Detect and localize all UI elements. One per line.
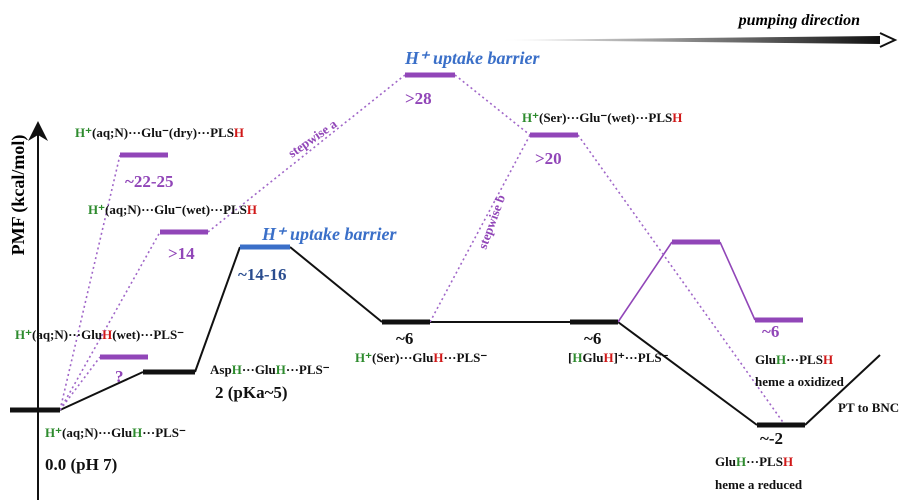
text-part: H <box>433 350 443 365</box>
text-part: H <box>823 352 833 367</box>
text-part: H <box>672 110 682 125</box>
text-part: H <box>102 327 112 342</box>
text-part: H⁺ <box>15 327 32 342</box>
text-part: Glu <box>715 454 736 469</box>
text-part: (aq;N)···Glu⁻(dry)···PLS <box>92 125 234 140</box>
text-part: H <box>234 125 244 140</box>
energy: >28 <box>405 89 432 108</box>
text-part: H⁺ <box>45 425 62 440</box>
text-part: Asp <box>210 362 232 377</box>
text-part: (Ser)···Glu⁻(wet)···PLS <box>539 110 672 125</box>
text-part: Glu <box>582 350 603 365</box>
text-part: ···PLS <box>746 454 783 469</box>
text-part: H <box>247 202 257 217</box>
text-part: ···PLS <box>786 352 823 367</box>
axis-label: PMF (kcal/mol) <box>8 135 29 256</box>
energy: ~-2 <box>760 429 783 448</box>
energy: >14 <box>168 244 195 263</box>
text-part: (aq;N)···Glu⁻(wet)···PLS <box>105 202 247 217</box>
state-label: AspH···GluH···PLS⁻ <box>210 362 330 377</box>
text-part: H <box>783 454 793 469</box>
state-label: H⁺(aq;N)···Glu⁻(wet)···PLSH <box>88 202 257 217</box>
state-label: H⁺(aq;N)···GluH(wet)···PLS⁻ <box>15 327 184 342</box>
energy: >20 <box>535 149 562 168</box>
energy: ? <box>115 367 124 386</box>
pump-arrow <box>500 32 898 48</box>
energy: 2 (pKa~5) <box>215 383 288 402</box>
text-part: (wet)···PLS⁻ <box>112 327 184 342</box>
state-label: [HGluH]⁺···PLS⁻ <box>568 350 669 365</box>
text-part: ]⁺···PLS⁻ <box>614 350 669 365</box>
text-part: ···PLS⁻ <box>286 362 330 377</box>
direction-label: pumping direction <box>737 12 860 29</box>
state-note: heme a reduced <box>715 477 803 492</box>
text-part: H⁺ <box>75 125 92 140</box>
text-part: ···Glu <box>242 362 276 377</box>
energy: 0.0 (pH 7) <box>45 455 117 474</box>
text-part: (aq;N)···Glu <box>32 327 102 342</box>
text-part: ···PLS⁻ <box>142 425 186 440</box>
annotation: stepwise b <box>475 193 508 251</box>
energy: ~6 <box>762 322 779 341</box>
energy: ~22-25 <box>125 172 174 191</box>
text-part: H <box>276 362 286 377</box>
state-label: GluH···PLSH <box>755 352 833 367</box>
text-part: H⁺ <box>355 350 372 365</box>
energy: ~14-16 <box>238 265 287 284</box>
text-part: H <box>232 362 242 377</box>
text-part: H <box>603 350 613 365</box>
text-part: H <box>776 352 786 367</box>
text-part: H <box>736 454 746 469</box>
text-part: H <box>572 350 582 365</box>
text-part: ···PLS⁻ <box>444 350 488 365</box>
state-note: heme a oxidized <box>755 374 845 389</box>
levels <box>10 72 805 428</box>
state-label: H⁺(aq;N)···GluH···PLS⁻ <box>45 425 186 440</box>
text-part: H <box>132 425 142 440</box>
text-part: Glu <box>755 352 776 367</box>
state-label: H⁺(Ser)···GluH···PLS⁻ <box>355 350 487 365</box>
state-label: H⁺ uptake barrier <box>404 48 541 68</box>
energy: ~6 <box>396 329 413 348</box>
text-part: (aq;N)···Glu <box>62 425 132 440</box>
state-label: H⁺(aq;N)···Glu⁻(dry)···PLSH <box>75 125 244 140</box>
state-label: H⁺ uptake barrier <box>261 224 398 244</box>
text-part: [ <box>568 350 572 365</box>
state-label: GluH···PLSH <box>715 454 793 469</box>
connectors <box>59 74 881 426</box>
energy: ~6 <box>584 329 601 348</box>
state-label: H⁺(Ser)···Glu⁻(wet)···PLSH <box>522 110 682 125</box>
annotation: PT to BNC <box>838 400 899 415</box>
annotation: stepwise a <box>285 116 340 161</box>
text-part: H⁺ <box>88 202 105 217</box>
text-part: (Ser)···Glu <box>372 350 433 365</box>
text-part: H⁺ <box>522 110 539 125</box>
